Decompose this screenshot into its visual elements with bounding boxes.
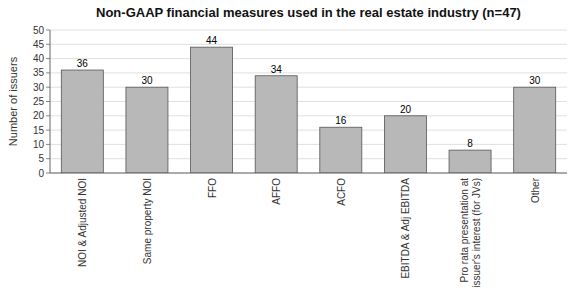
- y-tick-label: 5: [38, 153, 44, 164]
- grid-line: [50, 30, 567, 31]
- data-labels: 36 30 44 34 16 20 8 30: [77, 35, 541, 149]
- x-tick-label: NOI & Adjusted NOI: [77, 178, 88, 267]
- data-label: 30: [529, 75, 541, 86]
- grid-line: [50, 72, 567, 73]
- data-label: 34: [271, 64, 283, 75]
- bar: [320, 127, 362, 173]
- y-tick-label: 45: [33, 39, 45, 50]
- bar: [61, 70, 103, 173]
- grid: [50, 30, 567, 173]
- x-tick-label: AFFO: [271, 178, 282, 205]
- y-tick-label: 25: [33, 96, 45, 107]
- bar: [449, 150, 491, 173]
- y-axis-label: Number of issuers: [7, 56, 19, 146]
- x-tick-label: FFO: [206, 178, 217, 198]
- y-tick: [46, 87, 50, 88]
- chart-svg: 0 5 10 15 20 25 30 35 40 45 50 36 30 44 34 16 20 8 30 NOI &…: [0, 0, 579, 293]
- chart-title: Non-GAAP financial measures used in the …: [96, 5, 521, 20]
- y-tick-label: 0: [38, 168, 44, 179]
- data-label: 16: [335, 115, 347, 126]
- x-tick-label: Other: [529, 177, 540, 203]
- y-tick: [46, 72, 50, 73]
- bar: [514, 87, 556, 173]
- y-axis: 0 5 10 15 20 25 30 35 40 45 50: [33, 25, 50, 179]
- data-label: 36: [77, 58, 89, 69]
- y-tick-label: 20: [33, 110, 45, 121]
- y-tick-label: 15: [33, 125, 45, 136]
- x-tick-label: Same property NOI: [141, 178, 152, 264]
- y-tick: [46, 44, 50, 45]
- y-tick-label: 50: [33, 25, 45, 36]
- x-tick-label: EBITDA & Adj EBITDA: [400, 178, 411, 279]
- y-tick-label: 40: [33, 53, 45, 64]
- grid-line: [50, 44, 567, 45]
- data-label: 44: [206, 35, 218, 46]
- bars: [61, 47, 555, 173]
- x-tick-labels: NOI & Adjusted NOI Same property NOI FFO AF…: [77, 177, 540, 287]
- y-tick: [46, 158, 50, 159]
- data-label: 30: [141, 75, 153, 86]
- chart-container: 0 5 10 15 20 25 30 35 40 45 50 36 30 44 34 16 20 8 30 NOI &…: [0, 0, 579, 293]
- y-tick: [46, 58, 50, 59]
- y-tick: [46, 130, 50, 131]
- x-axis-line: [50, 173, 567, 174]
- y-tick: [46, 144, 50, 145]
- y-axis-line: [50, 30, 51, 173]
- bar: [384, 116, 426, 173]
- data-label: 20: [400, 104, 412, 115]
- bar: [126, 87, 168, 173]
- y-tick: [46, 173, 50, 174]
- y-tick-label: 35: [33, 67, 45, 78]
- y-tick: [46, 30, 50, 31]
- bar: [191, 47, 233, 173]
- y-tick-label: 10: [33, 139, 45, 150]
- data-label: 8: [467, 138, 473, 149]
- grid-line: [50, 58, 567, 59]
- x-tick-label: ACFO: [335, 178, 346, 206]
- y-tick: [46, 101, 50, 102]
- x-tick-label: Pro rata presentation atissuer's interes…: [459, 178, 482, 288]
- grid-line: [50, 173, 567, 174]
- y-tick: [46, 115, 50, 116]
- bar: [255, 76, 297, 173]
- y-tick-label: 30: [33, 82, 45, 93]
